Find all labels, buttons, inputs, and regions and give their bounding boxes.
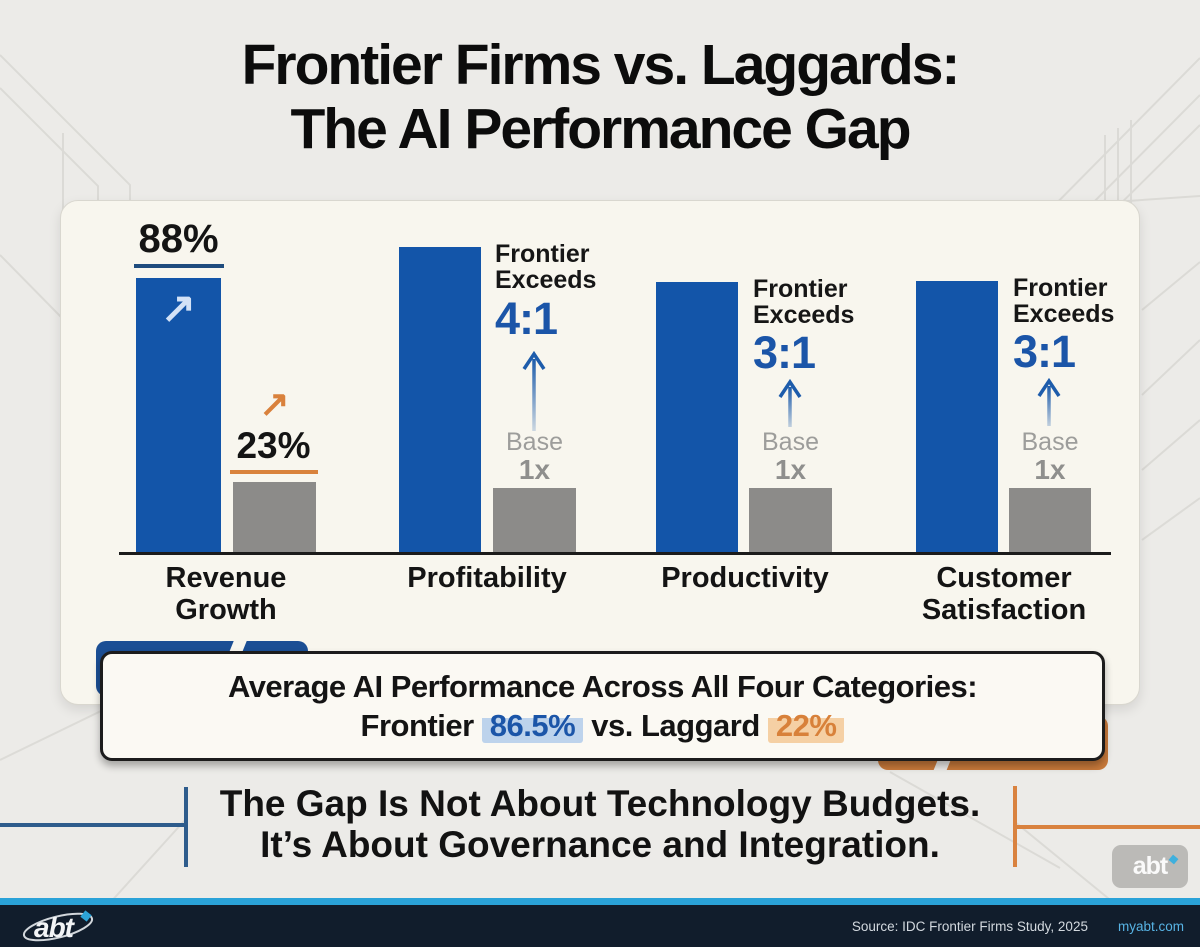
footer-right: Source: IDC Frontier Firms Study, 2025 m… <box>852 919 1184 934</box>
ratio-label: 4:1 <box>495 293 558 344</box>
frontier-bar-revenue-growth <box>136 278 221 552</box>
ratio-label: 3:1 <box>1013 326 1076 377</box>
base-value: 1x <box>774 454 807 485</box>
category-label-productivity: Productivity <box>661 562 829 594</box>
base-value: 1x <box>1034 454 1066 485</box>
website-link[interactable]: myabt.com <box>1117 918 1184 934</box>
callout-line2: Frontier 86.5% vs. Laggard 22% <box>361 707 845 744</box>
laggard-average-value: 22% <box>767 707 845 743</box>
trend-up-arrow-icon: ↗ <box>160 284 197 331</box>
up-arrow-icon <box>778 378 802 427</box>
category-label-customer-satisfaction: Customer Satisfaction <box>921 562 1087 626</box>
category-label-revenue-growth: Revenue Growth <box>165 562 287 626</box>
frontier-bar-customer-satisfaction <box>916 281 998 552</box>
key-message-line1: The Gap Is Not About Technology Budgets. <box>219 783 981 824</box>
footer: abt Source: IDC Frontier Firms Study, 20… <box>0 905 1200 947</box>
source-credit: Source: IDC Frontier Firms Study, 2025 <box>851 918 1088 934</box>
frontier-bar-productivity <box>656 282 738 552</box>
key-message: The Gap Is Not About Technology Budgets.… <box>0 783 1200 865</box>
brand-logo: abt <box>22 910 94 943</box>
chart-panel: 88% ↗ ↗ 23% Revenue Growth Frontier Exce… <box>60 200 1140 705</box>
base-label: Base <box>506 428 563 456</box>
callout-line1: Average AI Performance Across All Four C… <box>227 668 978 704</box>
frontier-value-underline <box>134 264 224 268</box>
frontier-bar-profitability <box>399 247 481 552</box>
exceeds-label: Frontier Exceeds <box>1013 274 1115 328</box>
page-title-line2: The AI Performance Gap <box>290 96 911 161</box>
brand-dot-icon <box>80 910 92 922</box>
chart-baseline <box>119 552 1111 555</box>
base-value: 1x <box>518 454 551 485</box>
base-label: Base <box>1021 428 1079 456</box>
exceeds-label: Frontier Exceeds <box>495 240 597 294</box>
summary-callout: Average AI Performance Across All Four C… <box>100 651 1105 761</box>
frontier-value-label: 88% <box>138 217 219 261</box>
category-label-profitability: Profitability <box>407 562 567 594</box>
base-label: Base <box>762 428 819 456</box>
up-arrow-icon <box>1037 377 1061 426</box>
brand-dot-icon <box>1168 854 1179 865</box>
trend-up-arrow-icon: ↗ <box>259 383 290 424</box>
ratio-label: 3:1 <box>753 327 816 378</box>
key-message-line2: It’s About Governance and Integration. <box>260 823 940 865</box>
laggard-bar-revenue-growth <box>233 482 316 552</box>
brand-watermark-label: abt <box>1132 852 1168 880</box>
decor-line-left-vertical <box>184 787 188 867</box>
exceeds-label: Frontier Exceeds <box>753 275 855 329</box>
footer-accent-strip <box>0 898 1200 905</box>
page-title-line1: Frontier Firms vs. Laggards: <box>241 33 961 97</box>
page-title: Frontier Firms vs. Laggards: The AI Perf… <box>0 33 1200 162</box>
up-arrow-icon <box>522 350 546 431</box>
brand-logo-text: abt <box>34 912 76 943</box>
laggard-value-label: 23% <box>236 425 311 466</box>
laggard-bar-productivity <box>749 488 832 552</box>
laggard-value-underline <box>230 470 318 474</box>
laggard-bar-customer-satisfaction <box>1009 488 1091 552</box>
laggard-bar-profitability <box>493 488 576 552</box>
brand-watermark: abt <box>1112 845 1188 888</box>
frontier-average-value: 86.5% <box>481 707 584 743</box>
